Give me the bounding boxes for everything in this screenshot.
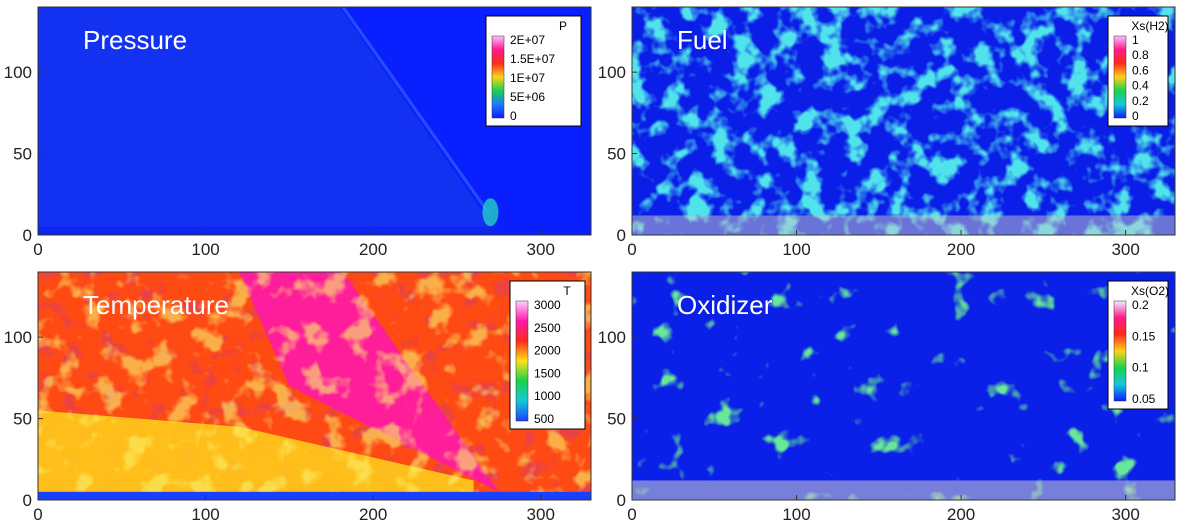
axes-frame <box>37 6 592 236</box>
y-tick-label: 0 <box>617 226 626 245</box>
y-tick-label: 100 <box>4 63 32 82</box>
x-tick-label: 200 <box>947 240 975 259</box>
legend-title: P <box>559 19 567 33</box>
colorbar <box>491 35 505 119</box>
x-tick-label: 300 <box>1111 240 1139 259</box>
legend-label: 0.2 <box>1132 298 1149 312</box>
y-tick-label: 0 <box>23 226 32 245</box>
heatmap-field <box>632 272 1175 500</box>
x-tick-label: 200 <box>359 505 387 524</box>
legend-label: 0 <box>1132 109 1139 123</box>
legend-label: 0.2 <box>1132 94 1149 108</box>
legend-label: 5E+06 <box>510 90 545 104</box>
x-tick-label: 200 <box>947 505 975 524</box>
x-tick-label: 0 <box>627 505 636 524</box>
legend-label: 2500 <box>534 321 561 335</box>
axes-frame <box>37 271 592 501</box>
legend-label: 1 <box>1132 33 1139 47</box>
y-tick-label: 50 <box>13 145 32 164</box>
panel-title: Pressure <box>83 25 187 55</box>
panel-pressure: Pressure 0 100 200 300 0 50 100 P 2E+07 1.5E+07 1E+… <box>4 6 592 259</box>
x-tick-label: 0 <box>33 505 42 524</box>
colorbar-legend: Xs(O2)0.2 0.15 0.1 0.05 <box>1107 280 1169 410</box>
legend-label: 2E+07 <box>510 33 545 47</box>
legend-label: 2000 <box>534 344 561 358</box>
x-tick-label: 300 <box>527 240 555 259</box>
heatmap-field <box>632 7 1175 235</box>
legend-label: 0.1 <box>1132 361 1149 375</box>
colorbar <box>1113 35 1127 119</box>
x-tick-label: 0 <box>33 240 42 259</box>
x-tick-label: 0 <box>627 240 636 259</box>
y-tick-label: 100 <box>4 328 32 347</box>
legend-label: 500 <box>534 412 554 426</box>
x-tick-label: 300 <box>1111 505 1139 524</box>
colorbar <box>1113 300 1127 402</box>
axes-frame <box>631 6 1176 236</box>
panel-oxidizer: Oxidizer 0 100 200 300 0 50 100 Xs(O2)0.2 0.15 0.1… <box>598 271 1176 524</box>
legend-label: 0.6 <box>1132 63 1149 77</box>
colorbar-legend: Xs(H2)10.80.6 0.40.20 <box>1107 15 1169 127</box>
legend-label: 1.5E+07 <box>510 52 555 66</box>
x-tick-label: 200 <box>359 240 387 259</box>
y-tick-label: 50 <box>13 410 32 429</box>
y-tick-label: 0 <box>617 491 626 510</box>
legend-label: 1500 <box>534 366 561 380</box>
panel-title: Temperature <box>83 290 229 320</box>
y-tick-label: 0 <box>23 491 32 510</box>
legend-label: 0.15 <box>1132 329 1156 343</box>
legend-title: Xs(O2) <box>1131 284 1169 298</box>
legend-title: Xs(H2) <box>1131 19 1168 33</box>
y-tick-label: 100 <box>598 63 626 82</box>
legend-label: 1000 <box>534 389 561 403</box>
y-tick-label: 50 <box>607 145 626 164</box>
x-tick-label: 100 <box>782 240 810 259</box>
legend-label: 1E+07 <box>510 71 545 85</box>
colorbar-legend: P 2E+07 1.5E+07 1E+07 5E+06 0 <box>485 15 582 127</box>
legend-label: 0.05 <box>1132 392 1156 406</box>
axes-frame <box>631 271 1176 501</box>
legend-label: 3000 <box>534 298 561 312</box>
heatmap-field <box>38 272 591 500</box>
y-tick-label: 50 <box>607 410 626 429</box>
legend-title: T <box>563 284 571 298</box>
panel-title: Fuel <box>677 25 728 55</box>
legend-label: 0.4 <box>1132 79 1149 93</box>
x-tick-label: 100 <box>191 240 219 259</box>
legend-label: 0.8 <box>1132 48 1149 62</box>
x-tick-label: 100 <box>191 505 219 524</box>
legend-label: 0 <box>510 109 517 123</box>
panel-title: Oxidizer <box>677 290 773 320</box>
x-tick-label: 300 <box>527 505 555 524</box>
x-tick-label: 100 <box>782 505 810 524</box>
colorbar <box>515 300 529 422</box>
y-tick-label: 100 <box>598 328 626 347</box>
